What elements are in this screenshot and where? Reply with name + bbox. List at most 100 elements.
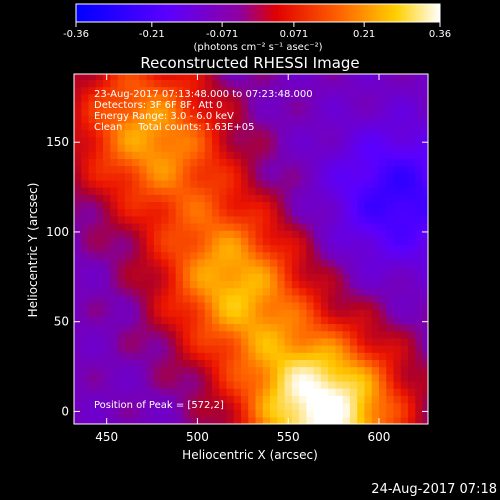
heatmap-pixel — [182, 201, 191, 210]
heatmap-pixel — [175, 309, 184, 317]
heatmap-pixel — [117, 323, 126, 332]
heatmap-pixel — [299, 402, 307, 411]
heatmap-pixel — [415, 172, 424, 181]
heatmap-pixel — [175, 416, 184, 424]
heatmap-pixel — [248, 323, 257, 332]
heatmap-pixel — [197, 144, 206, 152]
heatmap-pixel — [197, 266, 206, 274]
heatmap-pixel — [211, 316, 220, 325]
heatmap-pixel — [400, 86, 409, 95]
heatmap-pixel — [88, 258, 97, 267]
heatmap-pixel — [386, 251, 395, 260]
heatmap-pixel — [313, 115, 322, 124]
heatmap-pixel — [335, 316, 344, 325]
heatmap-pixel — [335, 151, 344, 159]
heatmap-pixel — [306, 79, 315, 88]
heatmap-pixel — [371, 100, 380, 109]
heatmap-pixel — [291, 287, 300, 296]
heatmap-pixel — [146, 151, 155, 159]
heatmap-pixel — [262, 316, 271, 325]
heatmap-pixel — [299, 380, 307, 389]
heatmap-pixel — [139, 373, 148, 382]
heatmap-pixel — [190, 230, 199, 238]
heatmap-pixel — [139, 93, 148, 102]
heatmap-pixel — [284, 359, 293, 368]
heatmap-pixel — [415, 273, 424, 282]
heatmap-pixel — [117, 74, 126, 80]
heatmap-pixel — [219, 136, 228, 145]
heatmap-pixel — [182, 136, 191, 145]
heatmap-pixel — [241, 74, 249, 80]
heatmap-pixel — [371, 309, 380, 317]
heatmap-pixel — [161, 244, 169, 253]
heatmap-pixel — [197, 122, 206, 131]
heatmap-pixel — [88, 79, 97, 88]
heatmap-pixel — [291, 316, 300, 325]
heatmap-pixel — [255, 287, 264, 296]
heatmap-pixel — [95, 215, 104, 224]
heatmap-pixel — [168, 194, 177, 203]
heatmap-pixel — [124, 201, 133, 210]
heatmap-pixel — [103, 287, 111, 296]
heatmap-pixel — [132, 136, 140, 145]
heatmap-pixel — [349, 222, 358, 231]
heatmap-pixel — [408, 323, 416, 332]
heatmap-pixel — [320, 337, 329, 346]
heatmap-pixel — [386, 74, 395, 80]
heatmap-pixel — [357, 244, 366, 253]
heatmap-pixel — [110, 165, 119, 174]
heatmap-pixel — [299, 258, 307, 267]
heatmap-pixel — [103, 208, 111, 217]
heatmap-pixel — [95, 287, 104, 296]
heatmap-pixel — [110, 380, 119, 389]
heatmap-pixel — [168, 122, 177, 131]
heatmap-pixel — [139, 144, 148, 152]
heatmap-pixel — [328, 330, 337, 339]
heatmap-pixel — [320, 187, 329, 195]
heatmap-pixel — [306, 244, 315, 253]
heatmap-pixel — [255, 244, 264, 253]
heatmap-pixel — [342, 122, 351, 131]
heatmap-pixel — [400, 316, 409, 325]
heatmap-pixel — [204, 237, 213, 246]
heatmap-pixel — [270, 330, 278, 339]
heatmap-pixel — [371, 230, 380, 238]
heatmap-pixel — [219, 144, 228, 152]
heatmap-pixel — [103, 359, 111, 368]
heatmap-pixel — [277, 273, 286, 282]
heatmap-pixel — [74, 194, 82, 203]
heatmap-pixel — [117, 395, 126, 404]
heatmap-pixel — [168, 366, 177, 375]
heatmap-pixel — [408, 93, 416, 102]
heatmap-pixel — [415, 74, 424, 80]
heatmap-pixel — [197, 388, 206, 396]
heatmap-pixel — [88, 158, 97, 167]
heatmap-pixel — [378, 258, 387, 267]
heatmap-pixel — [153, 93, 162, 102]
heatmap-pixel — [95, 266, 104, 274]
heatmap-pixel — [357, 100, 366, 109]
heatmap-pixel — [320, 395, 329, 404]
heatmap-pixel — [204, 380, 213, 389]
heatmap-pixel — [299, 151, 307, 159]
heatmap-pixel — [378, 244, 387, 253]
heatmap-pixel — [291, 416, 300, 424]
heatmap-pixel — [219, 208, 228, 217]
heatmap-pixel — [255, 345, 264, 353]
heatmap-pixel — [197, 373, 206, 382]
heatmap-pixel — [393, 179, 402, 188]
heatmap-pixel — [364, 208, 373, 217]
heatmap-pixel — [364, 373, 373, 382]
heatmap-pixel — [197, 237, 206, 246]
y-tick-label: 0 — [61, 404, 69, 418]
heatmap-pixel — [132, 201, 140, 210]
heatmap-pixel — [146, 74, 155, 80]
heatmap-pixel — [342, 172, 351, 181]
heatmap-pixel — [328, 366, 337, 375]
heatmap-pixel — [241, 359, 249, 368]
heatmap-pixel — [277, 115, 286, 124]
heatmap-pixel — [110, 373, 119, 382]
heatmap-pixel — [226, 122, 235, 131]
heatmap-pixel — [284, 129, 293, 138]
heatmap-pixel — [95, 144, 104, 152]
